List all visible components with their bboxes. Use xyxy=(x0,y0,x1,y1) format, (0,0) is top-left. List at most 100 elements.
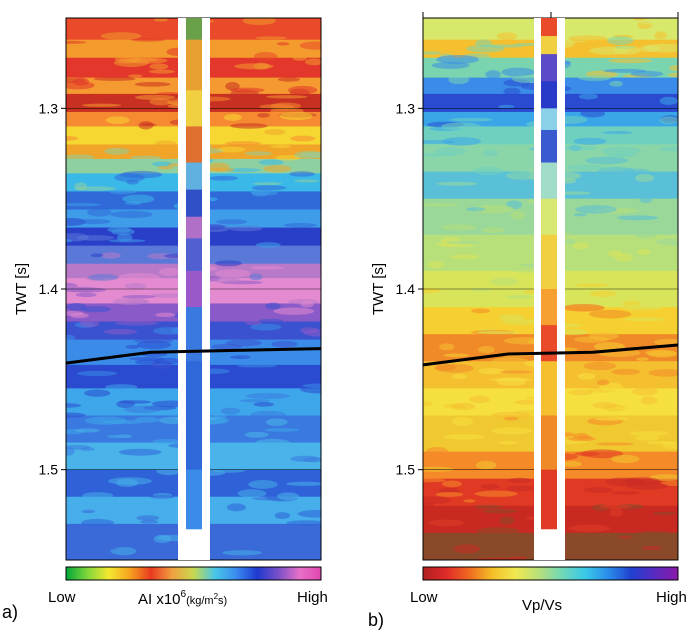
texture-blob xyxy=(250,266,284,270)
colorbar-high-label-b: High xyxy=(656,589,687,606)
texture-blob xyxy=(120,170,163,179)
texture-blob xyxy=(255,242,281,248)
texture-blob xyxy=(100,32,142,40)
texture-blob xyxy=(290,135,316,142)
texture-blob xyxy=(288,85,318,95)
texture-blob xyxy=(115,321,159,326)
texture-blob xyxy=(101,419,143,425)
texture-blob xyxy=(88,273,119,281)
texture-blob xyxy=(238,556,274,560)
texture-blob xyxy=(66,239,73,243)
texture-blob xyxy=(303,456,321,463)
texture-blob xyxy=(438,487,460,494)
well-log-segment-5 xyxy=(186,189,202,218)
texture-blob xyxy=(153,18,168,22)
texture-blob xyxy=(286,520,321,526)
texture-blob xyxy=(255,36,288,40)
texture-blob xyxy=(601,131,633,135)
texture-blob xyxy=(279,541,316,550)
well-log-segment-10 xyxy=(541,325,557,362)
texture-blob xyxy=(305,58,321,66)
texture-blob xyxy=(80,518,115,527)
texture-blob xyxy=(207,167,235,172)
texture-blob xyxy=(630,70,664,77)
colorbar-title-sup-a: 6 xyxy=(181,589,187,600)
texture-blob xyxy=(501,67,535,77)
texture-blob xyxy=(273,307,315,315)
texture-blob xyxy=(613,45,642,55)
colorbar-title-main-a: AI x10 xyxy=(138,591,181,608)
well-log-segment-10 xyxy=(186,361,202,471)
texture-blob xyxy=(448,75,470,85)
texture-blob xyxy=(578,93,598,100)
texture-blob xyxy=(617,215,659,221)
texture-blob xyxy=(634,232,657,239)
well-bottom xyxy=(541,529,557,560)
texture-blob xyxy=(66,334,75,341)
texture-blob xyxy=(79,319,100,328)
texture-blob xyxy=(641,545,662,551)
well-log-segment-1 xyxy=(541,36,557,55)
texture-blob xyxy=(113,59,149,67)
texture-blob xyxy=(140,519,159,524)
texture-blob xyxy=(436,54,480,64)
texture-blob xyxy=(222,550,262,556)
texture-blob xyxy=(423,496,452,505)
texture-blob xyxy=(610,491,641,495)
texture-blob xyxy=(478,368,505,375)
texture-blob xyxy=(485,70,501,79)
panel-label-b: b) xyxy=(368,610,384,630)
texture-blob xyxy=(569,524,611,532)
well-log-segment-5 xyxy=(541,130,557,164)
texture-blob xyxy=(463,499,476,503)
texture-blob xyxy=(66,154,95,161)
texture-blob xyxy=(439,343,455,351)
texture-blob xyxy=(250,410,286,419)
texture-blob xyxy=(487,24,510,33)
texture-blob xyxy=(249,273,263,281)
texture-blob xyxy=(435,147,467,156)
texture-blob xyxy=(80,306,112,313)
texture-blob xyxy=(264,128,286,135)
texture-blob xyxy=(498,22,542,26)
texture-blob xyxy=(601,146,641,156)
texture-blob xyxy=(225,141,262,146)
texture-blob xyxy=(130,38,165,42)
texture-blob xyxy=(588,534,624,540)
colorbar-high-label-a: High xyxy=(297,589,328,606)
y-tick-label: 1.5 xyxy=(39,462,59,478)
panel-a: 1.3 1.4 1.5 TWT [s] Low High AI x106(kg/m2… xyxy=(2,17,328,622)
texture-blob xyxy=(573,137,607,145)
texture-blob xyxy=(128,74,143,78)
texture-blob xyxy=(471,308,491,314)
texture-blob xyxy=(293,179,320,183)
texture-blob xyxy=(134,338,173,343)
well-log-segment-4 xyxy=(541,108,557,131)
texture-blob xyxy=(258,159,284,166)
texture-blob xyxy=(575,539,603,546)
texture-blob xyxy=(270,107,304,114)
well-log-segment-6 xyxy=(541,162,557,200)
texture-blob xyxy=(450,254,480,260)
well-log-segment-1 xyxy=(186,39,202,91)
texture-blob xyxy=(123,405,162,414)
texture-blob xyxy=(578,549,623,556)
texture-blob xyxy=(557,329,588,336)
well-log-a xyxy=(178,18,210,560)
texture-blob xyxy=(499,516,515,525)
texture-blob xyxy=(579,435,592,439)
texture-blob xyxy=(298,24,321,33)
texture-blob xyxy=(590,290,617,298)
texture-blob xyxy=(423,478,446,483)
well-log-segment-12 xyxy=(541,415,557,471)
texture-blob xyxy=(622,477,661,486)
texture-blob xyxy=(637,249,651,256)
texture-blob xyxy=(568,144,582,152)
texture-blob xyxy=(568,389,594,396)
texture-blob xyxy=(66,136,78,141)
texture-blob xyxy=(609,80,623,87)
texture-blob xyxy=(149,495,175,499)
texture-blob xyxy=(277,77,300,82)
texture-blob xyxy=(441,480,463,488)
